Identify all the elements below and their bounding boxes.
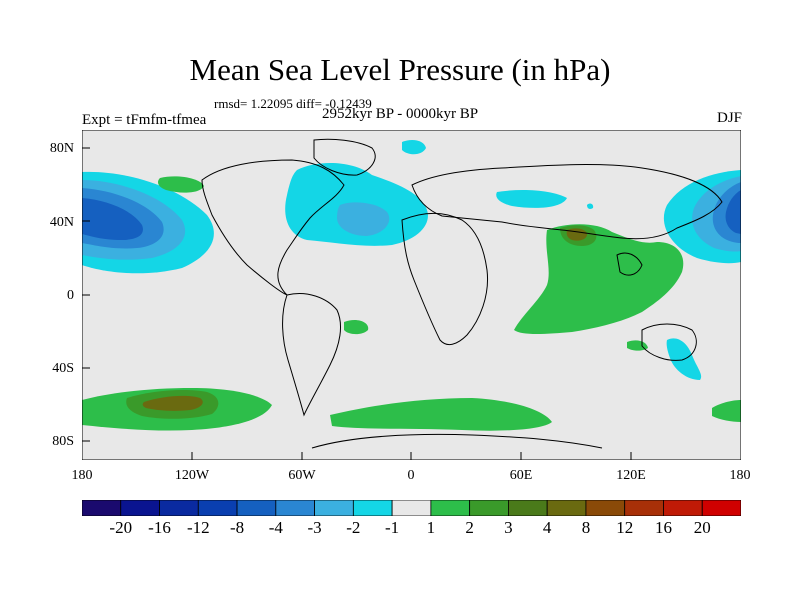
map-title: Mean Sea Level Pressure (in hPa) [189,52,611,87]
period-label: 2952kyr BP - 0000kyr BP [322,106,479,122]
colorbar-box-16 [701,500,741,516]
small-low-dot [587,203,594,209]
eurasia-outline [411,164,723,240]
colorbar [82,500,741,516]
experiment-label: Expt = tFmfm-tfmea [82,112,207,128]
colorbar-box-2 [159,500,199,516]
southern-ocean-high-east [712,400,741,422]
colorbar-box-14 [624,500,664,516]
colorbar-label: -4 [268,518,283,537]
colorbar-box-1 [120,500,160,516]
south-america-outline [282,293,341,417]
lat-label-40s: 40S [52,361,74,376]
colorbar-label: 1 [426,518,436,537]
southern-ocean-high-band [330,398,552,431]
greenland-outline [313,138,376,176]
north-pacific-low-east [663,170,741,264]
season-label: DJF [716,110,742,126]
colorbar-label: 4 [542,518,552,537]
colorbar-label: -20 [109,518,133,537]
north-america-outline [201,159,345,296]
axis-ticks [82,147,632,460]
eurasia-low-patch [496,190,567,208]
colorbar-box-15 [663,500,703,516]
africa-outline [401,212,489,346]
colorbar-box-4 [236,500,277,516]
lon-label-60w: 60W [288,468,316,483]
lon-label-120e: 120E [616,468,646,483]
alaska-high-patch [158,176,204,193]
colorbar-box-13 [585,500,626,516]
lon-label-0: 0 [407,468,415,483]
rmsd-diff-stats: rmsd= 1.22095 diff= -0.12439 [214,96,372,111]
north-pacific-low-west [82,171,214,274]
colorbar-box-6 [314,500,354,516]
colorbar-box-7 [352,500,393,516]
australia-outline [641,323,697,361]
colorbar-box-9 [430,500,471,516]
colorbar-label: -12 [186,518,210,537]
colorbar-box-5 [275,500,315,516]
colorbar-box-12 [546,500,587,516]
lat-label-80s: 80S [52,434,74,449]
south-atlantic-high-patch [344,319,369,335]
colorbar-label: 8 [581,518,591,537]
colorbar-label: -3 [307,518,322,537]
pressure-map [82,130,741,460]
coastlines [201,138,723,449]
lon-label-60e: 60E [509,468,533,483]
lat-label-40n: 40N [49,215,74,230]
lat-label-0: 0 [67,288,74,303]
colorbar-label: 20 [693,518,711,537]
indian-ocean-high-patch [627,340,648,351]
south-pacific-high [82,388,272,431]
lon-label-180e: 180 [729,468,751,483]
lat-label-80n: 80N [49,141,74,156]
colorbar-label: -2 [346,518,361,537]
colorbar-label: 12 [616,518,634,537]
colorbar-label: -1 [385,518,400,537]
colorbar-label: 2 [465,518,474,537]
lon-label-120w: 120W [174,468,210,483]
north-atlantic-low [285,163,428,246]
colorbar-box-3 [197,500,238,516]
colorbar-box-0 [82,500,122,516]
colorbar-box-11 [508,500,548,516]
colorbar-label: 16 [654,518,672,537]
colorbar-label: -16 [148,518,171,537]
colorbar-label: 3 [504,518,513,537]
arctic-low-patch [402,140,426,155]
colorbar-label: -8 [229,518,245,537]
antarctica-outline [311,433,603,449]
colorbar-box-10 [469,500,509,516]
lon-label-180w: 180 [71,468,93,483]
india-outline [616,252,643,276]
colorbar-box-8 [391,500,432,516]
